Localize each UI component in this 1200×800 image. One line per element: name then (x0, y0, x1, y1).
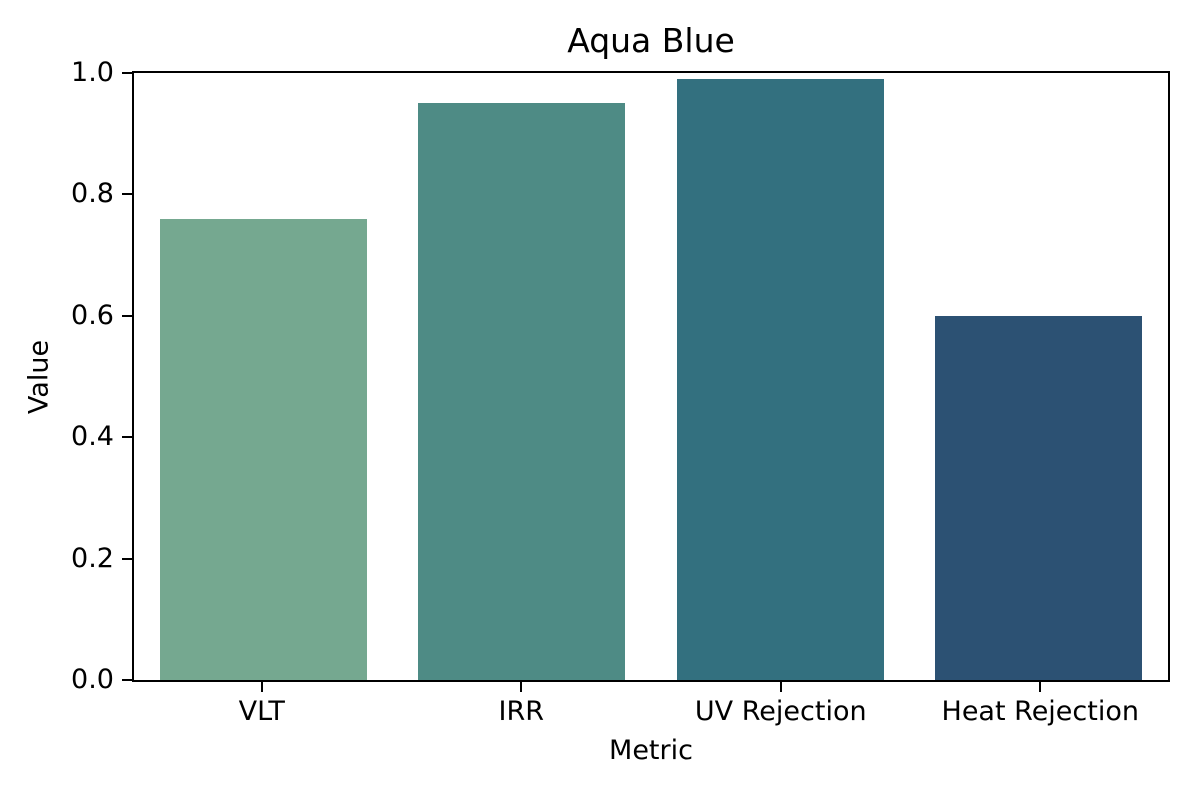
y-tick-mark (122, 72, 132, 74)
bar-vlt (159, 218, 367, 680)
x-tick-label-heat-rejection: Heat Rejection (941, 696, 1139, 727)
y-tick-label: 0.0 (71, 664, 114, 695)
y-tick-label: 0.6 (71, 299, 114, 331)
x-tick-mark (779, 682, 782, 692)
bar-heat-rejection (935, 315, 1143, 680)
x-tick-label-uv-rejection: UV Rejection (694, 696, 867, 727)
bar-irr (418, 103, 626, 680)
y-tick-mark (122, 557, 132, 560)
y-tick-label: 0.4 (71, 421, 114, 453)
y-tick-label: 0.2 (71, 542, 114, 574)
bar-uv-rejection (676, 79, 884, 680)
y-tick-mark (122, 436, 132, 439)
plot-area (132, 71, 1170, 682)
y-axis-label: Value (23, 339, 55, 415)
y-tick-mark (122, 679, 132, 681)
y-tick-mark (122, 314, 132, 317)
x-tick-mark (520, 682, 523, 692)
x-tick-label-irr: IRR (498, 696, 544, 727)
x-tick-label-vlt: VLT (238, 696, 285, 727)
chart-title: Aqua Blue (567, 21, 735, 60)
x-axis-label: Metric (609, 735, 693, 766)
y-tick-label: 1.0 (71, 57, 114, 88)
y-tick-label: 0.8 (71, 178, 114, 210)
x-tick-mark (1039, 682, 1042, 692)
y-tick-mark (122, 193, 132, 196)
x-tick-mark (260, 682, 263, 692)
